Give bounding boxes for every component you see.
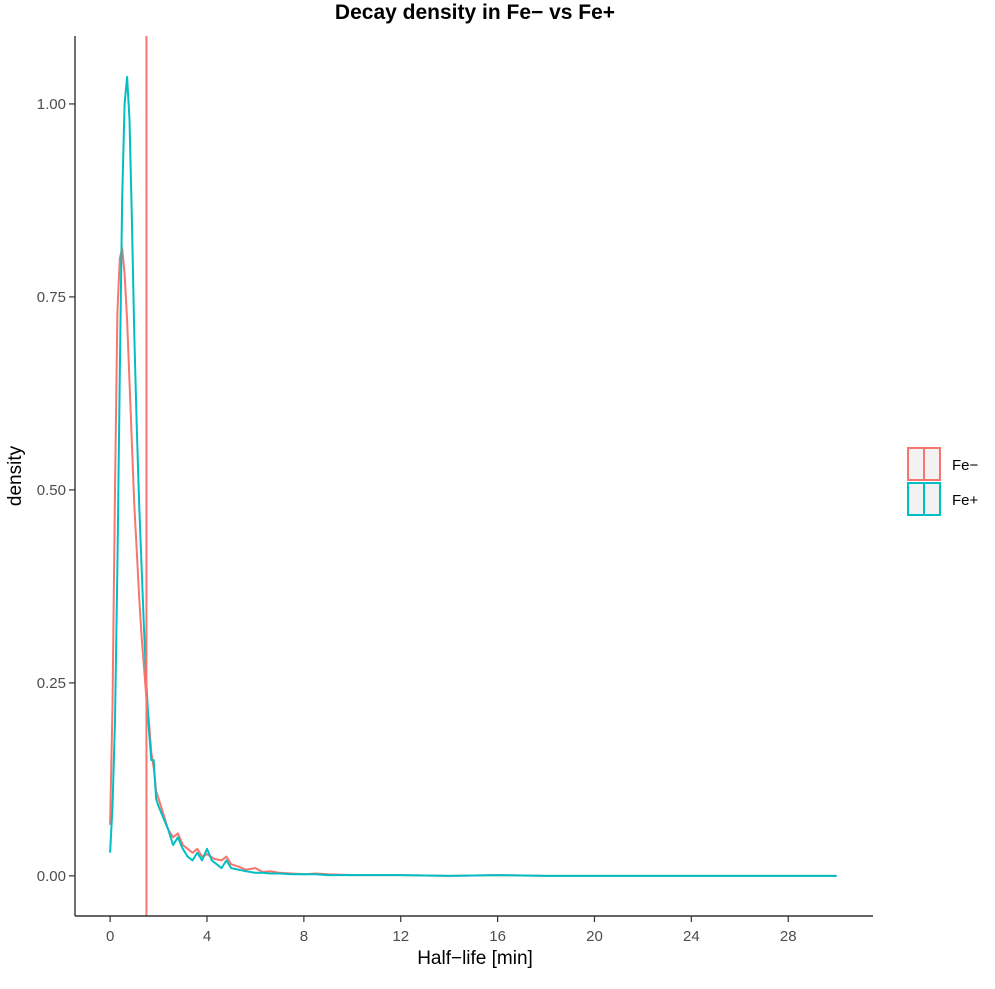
y-tick-label: 1.00: [37, 96, 66, 113]
x-tick-label: 0: [106, 928, 114, 945]
y-tick-label: 0.25: [37, 675, 66, 692]
y-tick-label: 0.50: [37, 482, 66, 499]
x-tick-label: 12: [392, 928, 409, 945]
y-tick-label: 0.75: [37, 289, 66, 306]
chart-title: Decay density in Fe− vs Fe+: [335, 1, 615, 24]
legend: Fe− Fe+: [907, 447, 979, 516]
plot-area: [109, 36, 837, 916]
x-axis-title: Half−life [min]: [417, 948, 533, 969]
series-line-fe-minus: [109, 247, 837, 877]
y-axis-title: density: [5, 445, 26, 506]
axes: 0 4 8 12 16 20 24 28 0.00 0.25 0.50 0.75 1.00: [37, 36, 873, 945]
y-axis-ticks: 0.00 0.25 0.50 0.75 1.00: [37, 96, 75, 885]
legend-item: Fe−: [907, 447, 979, 481]
x-tick-label: 16: [489, 928, 506, 945]
legend-label: Fe−: [952, 457, 979, 474]
y-tick-label: 0.00: [37, 868, 66, 885]
x-axis-ticks: 0 4 8 12 16 20 24 28: [106, 916, 797, 945]
legend-item: Fe+: [907, 482, 979, 516]
legend-label: Fe+: [952, 492, 979, 509]
x-tick-label: 28: [780, 928, 797, 945]
x-tick-label: 4: [203, 928, 211, 945]
x-tick-label: 24: [683, 928, 700, 945]
x-tick-label: 8: [300, 928, 308, 945]
x-tick-label: 20: [586, 928, 603, 945]
series-line-fe-plus: [109, 75, 837, 877]
